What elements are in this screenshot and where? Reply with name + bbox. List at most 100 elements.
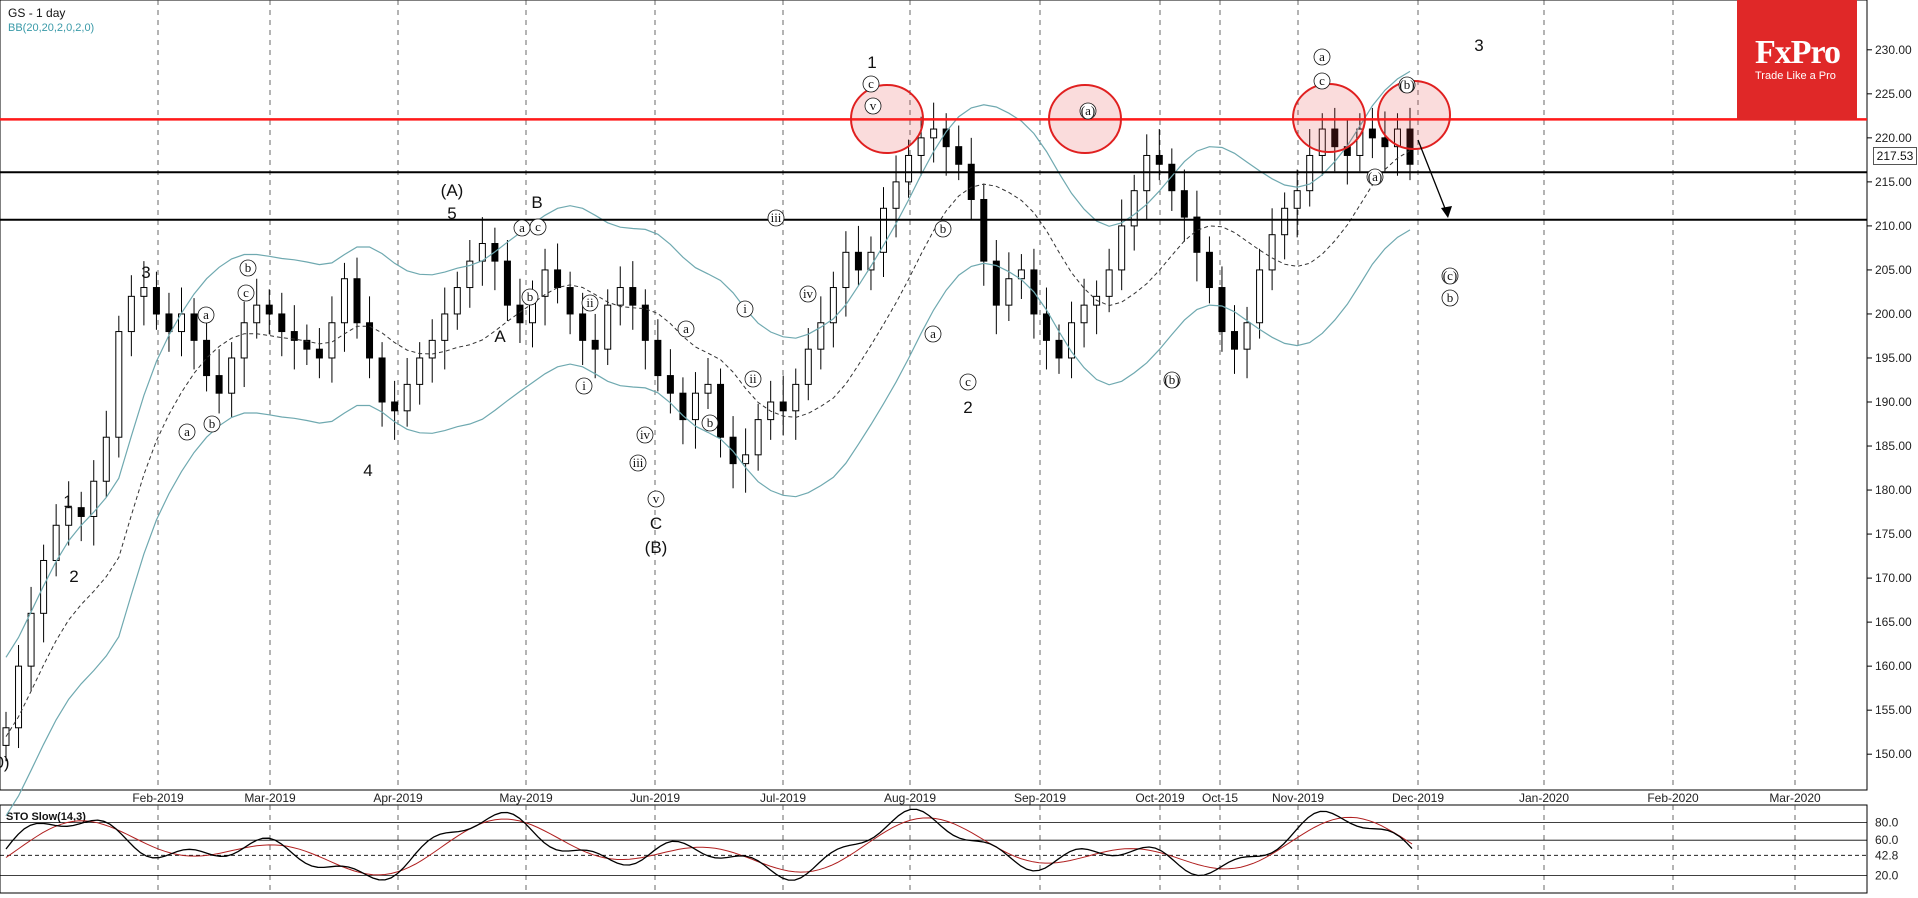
candle: [102, 436, 110, 482]
wave-label: iii: [771, 210, 782, 225]
candle: [930, 128, 938, 139]
wave-label: (a): [1081, 103, 1095, 118]
candle: [503, 260, 511, 306]
wave-label: 3: [141, 263, 150, 282]
wave-label: a: [683, 321, 689, 336]
candle: [1068, 322, 1076, 359]
candle: [441, 313, 449, 341]
wave-label: b: [707, 415, 714, 430]
candle: [779, 401, 787, 412]
candle: [616, 287, 624, 306]
candle: [854, 251, 862, 271]
candle: [378, 357, 386, 403]
projection-arrow: [1417, 139, 1449, 217]
wave-label: 3: [1474, 36, 1483, 55]
sto-level-label: 80.0: [1875, 816, 1899, 830]
wave-label-circle: [1398, 76, 1416, 94]
candle: [554, 269, 562, 289]
date-tick-label: May-2019: [499, 791, 553, 805]
candle: [165, 313, 173, 333]
price-tick-label: 200.00: [1875, 307, 1912, 321]
candle: [1356, 128, 1364, 156]
candle: [1406, 128, 1414, 165]
price-tick-label: 180.00: [1875, 483, 1912, 497]
wave-label-circle: [1366, 168, 1384, 186]
candle: [1105, 269, 1113, 297]
wave-label: a: [930, 326, 936, 341]
candle: [629, 287, 637, 306]
sto-level-label: 60.0: [1875, 833, 1899, 847]
candle: [1017, 269, 1025, 280]
candle: [541, 269, 549, 297]
candle: [1130, 190, 1138, 227]
candle: [265, 304, 273, 315]
candle: [880, 207, 887, 253]
price-tick-label: 170.00: [1875, 571, 1912, 585]
candle: [1080, 304, 1088, 324]
candle: [729, 436, 737, 465]
wave-label: c: [243, 285, 249, 300]
date-tick-label: Jan-2020: [1519, 791, 1569, 805]
oscillator-title: STO Slow(14,3): [6, 811, 86, 823]
date-tick-label: Feb-2019: [132, 791, 184, 805]
wave-label-circle: [1163, 371, 1181, 389]
candle: [290, 331, 298, 341]
price-panel-frame: [0, 0, 1868, 791]
wave-label: b: [209, 416, 216, 431]
candle: [1042, 313, 1050, 341]
candle: [1331, 128, 1339, 148]
candle: [980, 198, 988, 262]
candle: [453, 287, 461, 315]
wave-label: C: [650, 514, 662, 533]
wave-label: c: [965, 374, 971, 389]
wave-label: ii: [749, 371, 757, 386]
candle: [466, 260, 474, 289]
date-tick-label: Jun-2019: [630, 791, 680, 805]
candle: [817, 322, 825, 350]
candle: [566, 287, 574, 315]
wave-label: c: [535, 219, 541, 234]
wave-label: a: [1319, 49, 1325, 64]
candle: [792, 383, 800, 412]
wave-label-circle: [1441, 289, 1459, 307]
wave-label-circle: [677, 320, 695, 338]
candle: [579, 313, 587, 341]
chart-header: GS - 1 day: [8, 6, 65, 20]
projection-arrowhead: [1441, 206, 1452, 218]
wave-label: a: [519, 220, 525, 235]
candle: [65, 507, 73, 526]
candle: [717, 383, 725, 438]
date-tick-label: Oct-15: [1202, 791, 1238, 805]
candle: [52, 524, 60, 561]
sto-k-line: [5, 808, 1413, 881]
wave-label-circle: [629, 454, 647, 472]
wave-label-circle: [521, 288, 539, 306]
wave-label: 5: [447, 204, 456, 223]
candle: [315, 348, 323, 359]
candle: [516, 304, 524, 324]
wave-label-circle: [924, 325, 942, 343]
wave-label: c: [1319, 73, 1325, 88]
candle: [1281, 207, 1289, 236]
candle: [1180, 190, 1188, 218]
date-tick-label: Apr-2019: [373, 791, 423, 805]
candle: [1381, 137, 1389, 148]
candle: [1205, 251, 1213, 289]
date-tick-label: Dec-2019: [1392, 791, 1444, 805]
date-tick-label: Feb-2020: [1647, 791, 1699, 805]
candle: [340, 278, 348, 324]
wave-label: c: [868, 76, 874, 91]
wave-label: b: [1447, 290, 1454, 305]
wave-label-circle: [1313, 48, 1331, 66]
wave-label-circle: [736, 300, 754, 318]
candle: [77, 507, 85, 517]
price-tick-label: 220.00: [1875, 131, 1912, 145]
wave-label: B: [531, 193, 542, 212]
candle: [754, 419, 762, 456]
timeframe-label: - 1 day: [28, 6, 66, 20]
candle: [742, 454, 750, 465]
sto-level-label: 42.8: [1875, 848, 1899, 862]
wave-label-circle: [581, 294, 599, 312]
fxpro-logo: FxPro Trade Like a Pro: [1737, 0, 1857, 120]
